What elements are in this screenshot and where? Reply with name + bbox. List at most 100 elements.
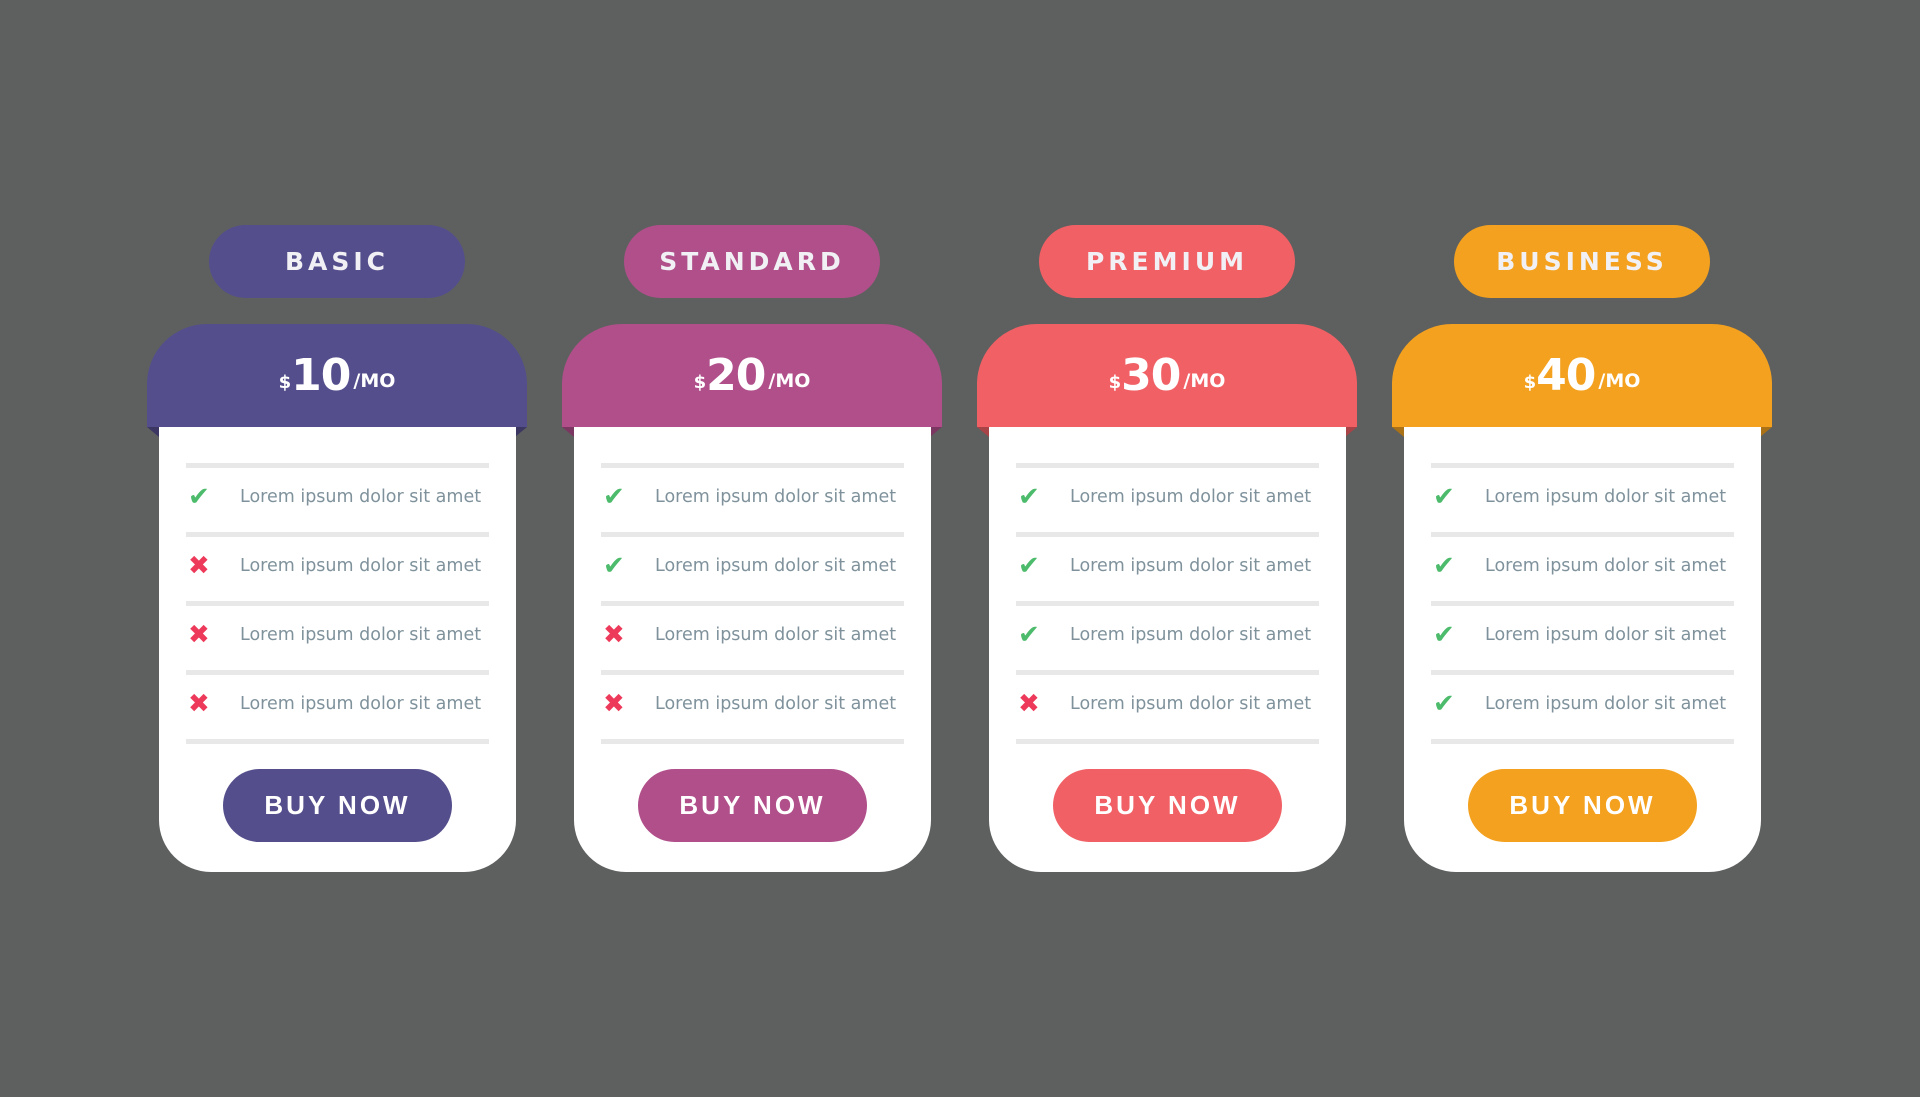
feature-row: ✔ Lorem ipsum dolor sit amet — [1431, 615, 1734, 655]
feature-row: ✖ Lorem ipsum dolor sit amet — [601, 684, 904, 724]
divider — [1431, 670, 1734, 675]
features-card: ✔ Lorem ipsum dolor sit amet ✔ Lorem ips… — [1404, 427, 1761, 872]
plan-name-badge: BUSINESS — [1454, 225, 1710, 298]
feature-row: ✔ Lorem ipsum dolor sit amet — [1016, 477, 1319, 517]
period: /MO — [1598, 369, 1641, 392]
feature-text: Lorem ipsum dolor sit amet — [240, 694, 482, 714]
x-icon: ✖ — [1018, 689, 1040, 719]
price-header: $ 30 /MO — [977, 324, 1357, 427]
price: 30 — [1121, 350, 1181, 401]
features-card: ✔ Lorem ipsum dolor sit amet ✖ Lorem ips… — [159, 427, 516, 872]
divider — [1016, 739, 1319, 744]
currency: $ — [1523, 372, 1537, 393]
price: 40 — [1536, 350, 1596, 401]
feature-row: ✔ Lorem ipsum dolor sit amet — [1431, 684, 1734, 724]
check-icon: ✔ — [188, 482, 210, 512]
divider — [601, 463, 904, 468]
divider — [186, 532, 489, 537]
divider — [601, 739, 904, 744]
x-icon: ✖ — [188, 551, 210, 581]
x-icon: ✖ — [603, 689, 625, 719]
feature-row: ✔ Lorem ipsum dolor sit amet — [601, 477, 904, 517]
ribbon-fold — [930, 427, 942, 437]
feature-text: Lorem ipsum dolor sit amet — [1485, 694, 1727, 714]
features-card: ✔ Lorem ipsum dolor sit amet ✔ Lorem ips… — [989, 427, 1346, 872]
period: /MO — [768, 369, 811, 392]
divider — [1016, 601, 1319, 606]
check-icon: ✔ — [1018, 620, 1040, 650]
divider — [186, 670, 489, 675]
divider — [186, 463, 489, 468]
ribbon-fold — [147, 427, 159, 437]
feature-text: Lorem ipsum dolor sit amet — [1070, 694, 1312, 714]
feature-row: ✔ Lorem ipsum dolor sit amet — [1016, 546, 1319, 586]
ribbon-fold — [1760, 427, 1772, 437]
divider — [1016, 463, 1319, 468]
divider — [601, 532, 904, 537]
divider — [1431, 463, 1734, 468]
feature-row: ✖ Lorem ipsum dolor sit amet — [186, 546, 489, 586]
price-header: $ 10 /MO — [147, 324, 527, 427]
buy-now-button[interactable]: BUY NOW — [1468, 769, 1697, 842]
check-icon: ✔ — [603, 551, 625, 581]
divider — [1016, 532, 1319, 537]
currency: $ — [278, 372, 292, 393]
check-icon: ✔ — [603, 482, 625, 512]
divider — [186, 601, 489, 606]
divider — [601, 601, 904, 606]
plan-business: BUSINESS $ 40 /MO ✔ Lorem ipsum dolor si… — [1392, 0, 1772, 1097]
plan-premium: PREMIUM $ 30 /MO ✔ Lorem ipsum dolor sit… — [977, 0, 1357, 1097]
feature-row: ✔ Lorem ipsum dolor sit amet — [1431, 546, 1734, 586]
price: 20 — [706, 350, 766, 401]
feature-row: ✖ Lorem ipsum dolor sit amet — [186, 615, 489, 655]
feature-text: Lorem ipsum dolor sit amet — [1070, 556, 1312, 576]
feature-text: Lorem ipsum dolor sit amet — [655, 487, 897, 507]
feature-text: Lorem ipsum dolor sit amet — [240, 487, 482, 507]
feature-text: Lorem ipsum dolor sit amet — [1070, 625, 1312, 645]
feature-row: ✖ Lorem ipsum dolor sit amet — [1016, 684, 1319, 724]
x-icon: ✖ — [188, 689, 210, 719]
divider — [1016, 670, 1319, 675]
feature-text: Lorem ipsum dolor sit amet — [1070, 487, 1312, 507]
divider — [601, 670, 904, 675]
currency: $ — [693, 372, 707, 393]
check-icon: ✔ — [1433, 620, 1455, 650]
buy-now-button[interactable]: BUY NOW — [1053, 769, 1282, 842]
buy-now-button[interactable]: BUY NOW — [638, 769, 867, 842]
feature-row: ✔ Lorem ipsum dolor sit amet — [1016, 615, 1319, 655]
check-icon: ✔ — [1433, 689, 1455, 719]
ribbon-fold — [1392, 427, 1404, 437]
check-icon: ✔ — [1433, 482, 1455, 512]
ribbon-fold — [562, 427, 574, 437]
x-icon: ✖ — [188, 620, 210, 650]
divider — [1431, 601, 1734, 606]
price-header: $ 20 /MO — [562, 324, 942, 427]
divider — [186, 739, 489, 744]
period: /MO — [353, 369, 396, 392]
feature-text: Lorem ipsum dolor sit amet — [655, 556, 897, 576]
feature-row: ✔ Lorem ipsum dolor sit amet — [186, 477, 489, 517]
check-icon: ✔ — [1433, 551, 1455, 581]
check-icon: ✔ — [1018, 551, 1040, 581]
feature-text: Lorem ipsum dolor sit amet — [655, 694, 897, 714]
feature-text: Lorem ipsum dolor sit amet — [655, 625, 897, 645]
feature-row: ✔ Lorem ipsum dolor sit amet — [1431, 477, 1734, 517]
ribbon-fold — [515, 427, 527, 437]
divider — [1431, 739, 1734, 744]
plan-standard: STANDARD $ 20 /MO ✔ Lorem ipsum dolor si… — [562, 0, 942, 1097]
check-icon: ✔ — [1018, 482, 1040, 512]
features-card: ✔ Lorem ipsum dolor sit amet ✔ Lorem ips… — [574, 427, 931, 872]
price-header: $ 40 /MO — [1392, 324, 1772, 427]
x-icon: ✖ — [603, 620, 625, 650]
feature-row: ✖ Lorem ipsum dolor sit amet — [601, 615, 904, 655]
feature-text: Lorem ipsum dolor sit amet — [1485, 487, 1727, 507]
ribbon-fold — [1345, 427, 1357, 437]
buy-now-button[interactable]: BUY NOW — [223, 769, 452, 842]
price: 10 — [291, 350, 351, 401]
feature-row: ✔ Lorem ipsum dolor sit amet — [601, 546, 904, 586]
plan-name-badge: BASIC — [209, 225, 465, 298]
feature-text: Lorem ipsum dolor sit amet — [1485, 556, 1727, 576]
feature-text: Lorem ipsum dolor sit amet — [1485, 625, 1727, 645]
divider — [1431, 532, 1734, 537]
plan-name-badge: STANDARD — [624, 225, 880, 298]
